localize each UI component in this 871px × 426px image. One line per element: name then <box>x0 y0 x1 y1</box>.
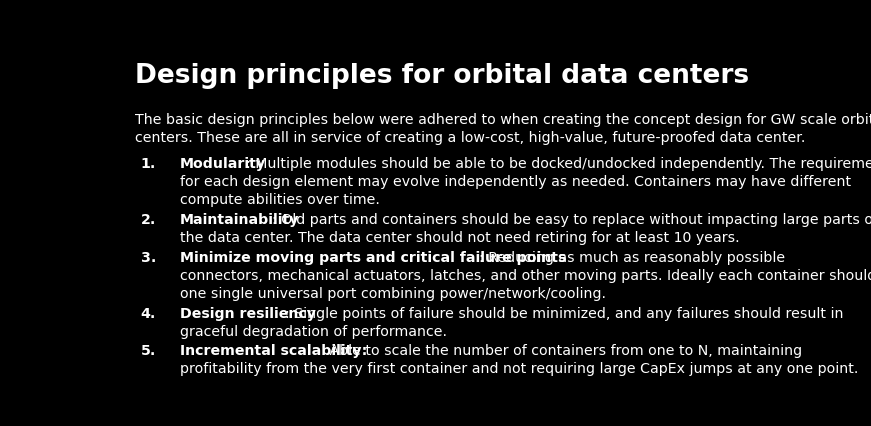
Text: : Multiple modules should be able to be docked/undocked independently. The requi: : Multiple modules should be able to be … <box>246 157 871 171</box>
Text: Design resiliency: Design resiliency <box>179 307 316 321</box>
Text: for each design element may evolve independently as needed. Containers may have : for each design element may evolve indep… <box>179 176 851 190</box>
Text: Maintainability: Maintainability <box>179 213 300 227</box>
Text: Modularity: Modularity <box>179 157 266 171</box>
Text: compute abilities over time.: compute abilities over time. <box>179 193 380 207</box>
Text: 3.: 3. <box>141 251 156 265</box>
Text: Able to scale the number of containers from one to N, maintaining: Able to scale the number of containers f… <box>325 344 802 358</box>
Text: : Old parts and containers should be easy to replace without impacting large par: : Old parts and containers should be eas… <box>273 213 871 227</box>
Text: Minimize moving parts and critical failure points: Minimize moving parts and critical failu… <box>179 251 566 265</box>
Text: graceful degradation of performance.: graceful degradation of performance. <box>179 325 447 339</box>
Text: 1.: 1. <box>141 157 156 171</box>
Text: : Reducing as much as reasonably possible: : Reducing as much as reasonably possibl… <box>479 251 786 265</box>
Text: centers. These are all in service of creating a low-cost, high-value, future-pro: centers. These are all in service of cre… <box>134 132 805 146</box>
Text: Design principles for orbital data centers: Design principles for orbital data cente… <box>134 63 749 89</box>
Text: 2.: 2. <box>141 213 156 227</box>
Text: The basic design principles below were adhered to when creating the concept desi: The basic design principles below were a… <box>134 113 871 127</box>
Text: connectors, mechanical actuators, latches, and other moving parts. Ideally each : connectors, mechanical actuators, latche… <box>179 269 871 283</box>
Text: 5.: 5. <box>141 344 156 358</box>
Text: : Single points of failure should be minimized, and any failures should result i: : Single points of failure should be min… <box>285 307 844 321</box>
Text: one single universal port combining power/network/cooling.: one single universal port combining powe… <box>179 287 605 301</box>
Text: Incremental scalability:: Incremental scalability: <box>179 344 368 358</box>
Text: the data center. The data center should not need retiring for at least 10 years.: the data center. The data center should … <box>179 231 739 245</box>
Text: 4.: 4. <box>141 307 156 321</box>
Text: profitability from the very first container and not requiring large CapEx jumps : profitability from the very first contai… <box>179 363 858 377</box>
